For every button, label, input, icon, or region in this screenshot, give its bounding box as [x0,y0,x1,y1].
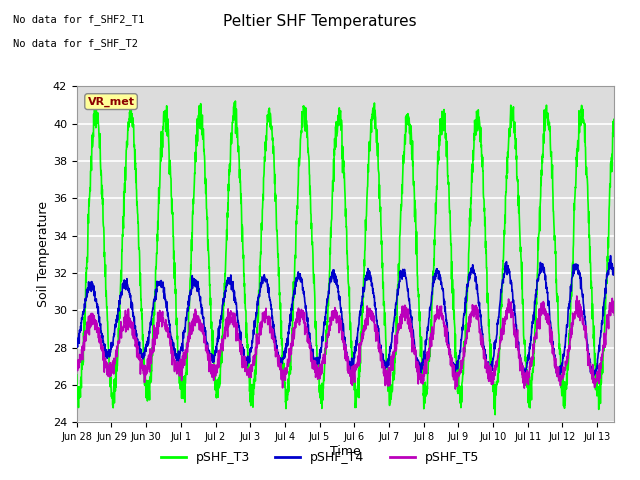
Text: No data for f_SHF_T2: No data for f_SHF_T2 [13,38,138,49]
Text: Peltier SHF Temperatures: Peltier SHF Temperatures [223,14,417,29]
Y-axis label: Soil Temperature: Soil Temperature [37,202,50,307]
Text: VR_met: VR_met [88,96,134,107]
Legend: pSHF_T3, pSHF_T4, pSHF_T5: pSHF_T3, pSHF_T4, pSHF_T5 [156,446,484,469]
Text: No data for f_SHF2_T1: No data for f_SHF2_T1 [13,14,144,25]
X-axis label: Time: Time [330,445,361,458]
